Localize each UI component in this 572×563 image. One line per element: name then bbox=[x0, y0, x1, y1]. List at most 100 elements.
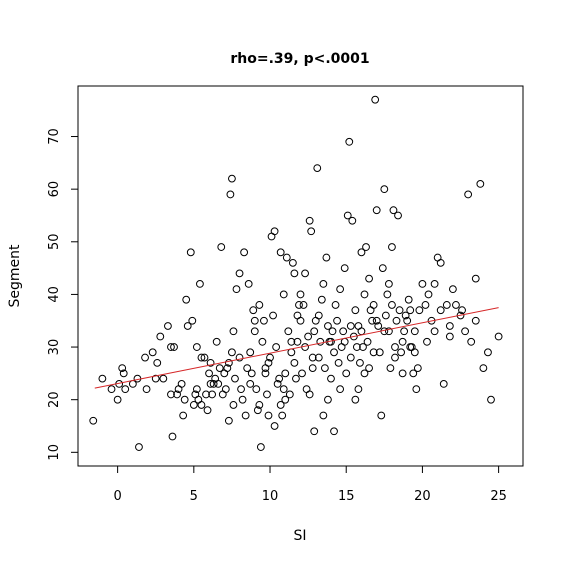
data-point bbox=[421, 301, 430, 309]
data-point bbox=[391, 343, 399, 351]
data-point bbox=[182, 295, 191, 304]
data-point bbox=[224, 416, 233, 425]
data-point bbox=[148, 348, 157, 357]
data-point bbox=[413, 364, 422, 373]
data-point bbox=[360, 290, 369, 299]
data-point bbox=[471, 316, 480, 325]
data-point bbox=[400, 327, 409, 336]
data-point bbox=[356, 358, 364, 367]
data-point bbox=[273, 379, 282, 388]
data-point bbox=[404, 295, 413, 304]
data-point bbox=[458, 306, 466, 315]
data-point bbox=[121, 385, 130, 394]
data-point bbox=[334, 358, 343, 367]
data-point bbox=[135, 443, 143, 451]
data-point bbox=[98, 374, 107, 383]
data-point bbox=[363, 337, 372, 346]
data-point bbox=[392, 316, 401, 325]
data-point bbox=[409, 369, 418, 378]
data-point bbox=[340, 264, 349, 273]
data-point bbox=[357, 248, 366, 257]
plot-frame bbox=[77, 85, 524, 467]
data-point bbox=[308, 364, 317, 373]
data-point bbox=[345, 137, 354, 146]
data-point bbox=[331, 301, 340, 309]
data-point bbox=[192, 343, 201, 351]
data-point bbox=[290, 269, 299, 278]
data-point bbox=[203, 406, 212, 415]
data-point bbox=[401, 311, 410, 320]
data-point bbox=[410, 348, 419, 357]
data-point bbox=[244, 279, 253, 288]
data-point bbox=[168, 432, 177, 441]
data-point bbox=[159, 374, 168, 383]
data-point bbox=[202, 390, 210, 399]
data-point bbox=[229, 327, 238, 336]
data-points bbox=[89, 95, 503, 451]
data-point bbox=[424, 290, 433, 299]
data-point bbox=[371, 95, 380, 104]
x-axis: 0 5 10 15 20 25 bbox=[113, 465, 507, 504]
data-point bbox=[246, 379, 255, 388]
data-point bbox=[384, 279, 393, 288]
data-point bbox=[255, 301, 264, 309]
data-point bbox=[494, 332, 503, 341]
y-tick-label: 70 bbox=[47, 128, 62, 145]
y-tick-label: 20 bbox=[47, 391, 62, 408]
data-point bbox=[164, 322, 172, 330]
data-point bbox=[336, 385, 345, 394]
data-point bbox=[107, 385, 116, 394]
data-point bbox=[287, 337, 296, 346]
data-point bbox=[186, 248, 195, 257]
x-tick-label: 20 bbox=[414, 489, 431, 504]
data-point bbox=[215, 364, 224, 373]
data-point bbox=[235, 353, 244, 362]
data-point bbox=[339, 327, 348, 336]
data-point bbox=[327, 374, 335, 383]
data-point bbox=[249, 306, 258, 315]
data-point bbox=[391, 353, 399, 362]
data-point bbox=[313, 164, 322, 173]
data-point bbox=[346, 353, 355, 362]
data-point bbox=[324, 395, 332, 404]
data-point bbox=[206, 358, 215, 367]
data-point bbox=[305, 216, 314, 225]
data-point bbox=[384, 327, 393, 336]
data-point bbox=[305, 390, 314, 399]
data-point bbox=[258, 337, 267, 346]
data-point bbox=[295, 301, 303, 309]
data-point bbox=[340, 337, 349, 346]
data-point bbox=[235, 269, 244, 278]
data-point bbox=[250, 327, 259, 336]
data-point bbox=[375, 348, 384, 357]
chart-title: rho=.39, p<.0001 bbox=[230, 51, 369, 67]
fit-line bbox=[94, 307, 499, 389]
data-point bbox=[228, 348, 236, 357]
data-point bbox=[264, 358, 273, 367]
data-point bbox=[336, 285, 345, 294]
data-point bbox=[119, 369, 128, 378]
y-tick-label: 40 bbox=[47, 286, 62, 303]
data-point bbox=[214, 379, 223, 388]
data-point bbox=[304, 332, 313, 341]
data-point bbox=[388, 301, 396, 309]
data-point bbox=[461, 327, 469, 336]
data-point bbox=[238, 395, 247, 404]
data-point bbox=[293, 311, 302, 320]
data-point bbox=[445, 322, 454, 330]
data-point bbox=[296, 290, 305, 299]
data-point bbox=[410, 327, 419, 336]
data-point bbox=[383, 290, 392, 299]
data-point bbox=[476, 179, 485, 188]
x-tick-label: 10 bbox=[262, 489, 279, 504]
data-point bbox=[282, 253, 291, 262]
data-point bbox=[89, 416, 98, 425]
data-point bbox=[308, 353, 317, 362]
data-point bbox=[386, 364, 395, 373]
data-point bbox=[177, 379, 186, 388]
data-point bbox=[284, 327, 293, 336]
data-point bbox=[269, 311, 277, 320]
data-point bbox=[285, 390, 294, 399]
data-point bbox=[270, 227, 279, 236]
data-point bbox=[292, 374, 300, 383]
